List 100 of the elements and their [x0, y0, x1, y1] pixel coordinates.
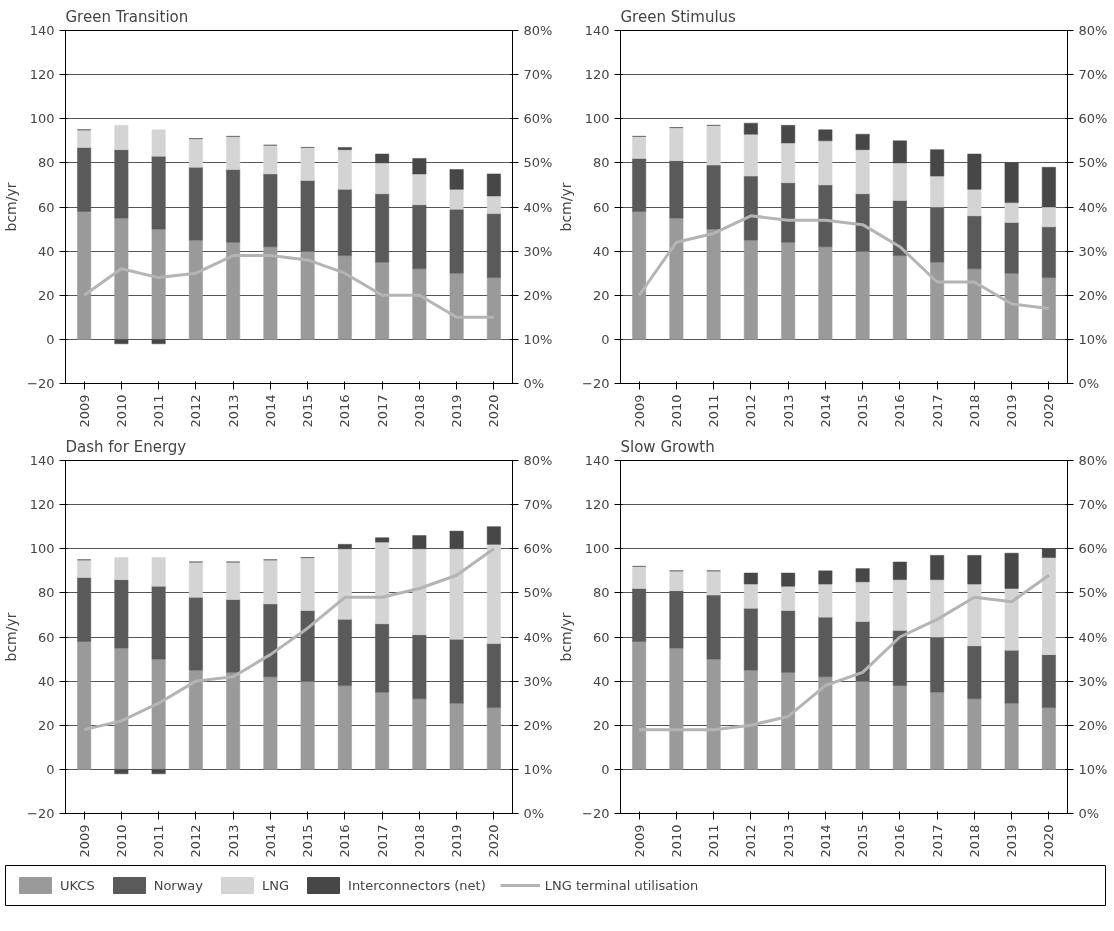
- y-tick-label: 60: [592, 629, 610, 645]
- bar: [1004, 202, 1019, 223]
- x-tick-label: 2020: [486, 394, 502, 428]
- y2-tick-label: 50%: [523, 155, 553, 171]
- bar: [743, 669, 758, 770]
- y2-tick-label: 10%: [523, 761, 553, 777]
- x-tick-label: 2019: [1004, 824, 1020, 858]
- bar: [77, 147, 92, 212]
- bar: [114, 769, 129, 775]
- x-tick-label: 2010: [113, 394, 129, 428]
- x-tick-label: 2013: [780, 394, 796, 428]
- y-tick-label: 20: [37, 287, 55, 303]
- bar: [1041, 167, 1056, 208]
- bar: [930, 175, 945, 208]
- bar: [1041, 557, 1056, 655]
- bar: [151, 129, 166, 157]
- bar: [151, 156, 166, 230]
- y-tick-label: 120: [29, 497, 55, 513]
- y2-tick-label: 0%: [1078, 376, 1100, 391]
- bar: [706, 228, 721, 340]
- bar: [226, 169, 241, 243]
- x-tick-label: 2020: [1041, 824, 1057, 858]
- bar: [781, 142, 796, 183]
- y2-tick-label: 0%: [523, 376, 545, 391]
- bar: [114, 217, 129, 340]
- y2-tick-label: 40%: [523, 199, 553, 215]
- bar: [337, 255, 352, 340]
- x-tick-label: 2012: [188, 394, 204, 428]
- bar: [632, 588, 647, 642]
- bar: [1004, 272, 1019, 340]
- y2-tick-label: 60%: [1078, 111, 1108, 127]
- bar: [967, 555, 982, 585]
- bar: [486, 213, 501, 278]
- bar: [930, 636, 945, 693]
- y-tick-label: 60: [37, 199, 55, 215]
- y2-tick-label: 30%: [1078, 673, 1108, 689]
- x-tick-label: 2013: [225, 394, 241, 428]
- legend-label: Norway: [153, 877, 203, 893]
- x-tick-label: 2017: [374, 394, 390, 428]
- bar: [818, 583, 833, 618]
- y2-tick-label: 0%: [1078, 806, 1100, 821]
- bar: [1004, 649, 1019, 704]
- bar: [855, 193, 870, 252]
- bar: [855, 568, 870, 583]
- bar: [412, 698, 427, 770]
- bar: [77, 559, 92, 578]
- bar: [300, 250, 315, 340]
- y-tick-label: 40: [592, 243, 610, 259]
- y2-tick-label: 70%: [1078, 67, 1108, 83]
- bar: [188, 561, 203, 598]
- bar: [375, 623, 390, 693]
- x-tick-label: 2014: [817, 394, 833, 428]
- y2-tick-label: 20%: [1078, 717, 1108, 733]
- x-tick-label: 2017: [929, 824, 945, 858]
- y-axis-title: bcm/yr: [558, 182, 575, 232]
- bar: [114, 339, 129, 345]
- bar: [300, 557, 315, 611]
- x-tick-label: 2014: [817, 824, 833, 858]
- bar: [967, 215, 982, 270]
- y-tick-label: 140: [584, 453, 610, 468]
- bar: [930, 579, 945, 638]
- y2-tick-label: 80%: [523, 23, 553, 38]
- bar: [337, 548, 352, 620]
- y-tick-label: 80: [592, 585, 610, 601]
- bar: [412, 158, 427, 175]
- bar: [669, 590, 684, 649]
- x-tick-label: 2016: [892, 394, 908, 428]
- x-tick-label: 2012: [743, 394, 759, 428]
- x-tick-label: 2019: [449, 824, 465, 858]
- bar: [263, 559, 278, 605]
- bar: [781, 586, 796, 611]
- y2-tick-label: 70%: [523, 67, 553, 83]
- bar: [892, 685, 907, 770]
- bar: [412, 535, 427, 549]
- y-tick-label: 100: [584, 541, 610, 557]
- bar: [449, 548, 464, 640]
- bar: [151, 228, 166, 340]
- y-tick-label: −20: [582, 376, 610, 391]
- bar: [300, 180, 315, 252]
- y2-tick-label: 60%: [523, 111, 553, 127]
- bar: [263, 676, 278, 770]
- y-tick-label: 120: [29, 67, 55, 83]
- x-tick-label: 2010: [113, 824, 129, 858]
- bar: [743, 122, 758, 135]
- y-tick-label: 80: [592, 155, 610, 171]
- y-tick-label: 100: [29, 541, 55, 557]
- bar: [781, 672, 796, 770]
- bar: [669, 570, 684, 591]
- y2-tick-label: 50%: [1078, 585, 1108, 601]
- legend-label: LNG: [262, 877, 290, 893]
- bar: [300, 147, 315, 181]
- y-tick-label: 0: [601, 331, 610, 347]
- y-tick-label: −20: [582, 806, 610, 821]
- bar: [337, 685, 352, 770]
- y-tick-label: 0: [601, 761, 610, 777]
- y-tick-label: 120: [584, 67, 610, 83]
- bar: [375, 193, 390, 263]
- bar: [263, 603, 278, 677]
- x-tick-label: 2020: [486, 824, 502, 858]
- bar: [1041, 707, 1056, 770]
